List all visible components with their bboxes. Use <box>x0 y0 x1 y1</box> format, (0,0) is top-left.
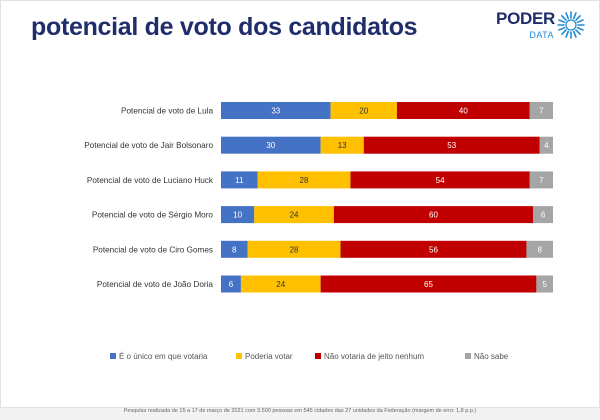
data-label: 60 <box>429 211 438 220</box>
data-label: 24 <box>276 280 285 289</box>
category-label: Potencial de voto de Luciano Huck <box>87 176 214 185</box>
legend-label: É o único em que votaria <box>119 352 208 361</box>
bar-segment <box>350 171 530 189</box>
sunburst-ray <box>565 12 570 20</box>
data-label: 56 <box>429 245 438 254</box>
data-label: 4 <box>544 141 549 150</box>
data-label: 54 <box>436 176 445 185</box>
data-label: 24 <box>290 211 299 220</box>
bar-segment <box>526 240 553 258</box>
logo-wordmark: PODER <box>496 9 555 28</box>
legend-label: Não sabe <box>474 352 509 361</box>
sunburst-ray <box>572 30 577 38</box>
bar-segment <box>536 275 553 293</box>
data-label: 33 <box>271 107 280 116</box>
poderdata-logo: PODER DATA <box>495 9 585 45</box>
bar-segment <box>254 206 334 224</box>
legend-swatch <box>110 353 116 359</box>
bar-segment <box>363 136 540 154</box>
bar-segment <box>221 102 331 119</box>
bar-segment <box>333 206 534 224</box>
legend-swatch <box>236 353 242 359</box>
footnote: Pesquisa realizada de 15 a 17 de março d… <box>123 408 477 414</box>
legend-swatch <box>465 353 471 359</box>
data-label: 7 <box>539 176 544 185</box>
category-label: Potencial de voto de Lula <box>121 107 213 116</box>
sunburst-ray <box>561 29 567 35</box>
data-label: 28 <box>300 176 309 185</box>
data-label: 53 <box>447 141 456 150</box>
data-label: 10 <box>233 211 242 220</box>
logo-subword: DATA <box>529 30 554 40</box>
bar-segment <box>320 275 537 293</box>
bar-segment <box>247 240 341 258</box>
bar-segment <box>396 102 530 119</box>
bar-segment <box>221 240 248 258</box>
page-title: potencial de voto dos candidatos <box>31 13 418 41</box>
legend-swatch <box>315 353 321 359</box>
data-label: 6 <box>229 280 234 289</box>
bar-segment <box>529 171 553 189</box>
bar-segment <box>221 171 258 189</box>
category-label: Potencial de voto de Ciro Gomes <box>93 245 213 254</box>
bar-segment <box>340 240 527 258</box>
sunburst-ray <box>558 26 566 31</box>
stacked-bar-chart: Potencial de voto de Lula 33 20 40 7 Potencia… <box>84 102 553 361</box>
bar-segment <box>320 136 364 154</box>
data-label: 7 <box>539 107 544 116</box>
data-label: 11 <box>235 176 244 185</box>
bar-segment <box>539 136 553 154</box>
sunburst-ray <box>561 15 567 21</box>
category-label: Potencial de voto de Sérgio Moro <box>92 211 214 220</box>
bar-segment <box>221 206 255 224</box>
bar-segment <box>221 136 321 154</box>
sunburst-ray <box>572 12 577 20</box>
category-label: Potencial de voto de João Doria <box>97 280 214 289</box>
sunburst-logo-icon <box>557 11 585 39</box>
data-label: 65 <box>424 280 433 289</box>
sunburst-ray <box>575 29 581 35</box>
bar-segment <box>330 102 397 119</box>
data-label: 5 <box>542 280 547 289</box>
bar-segment <box>257 171 351 189</box>
data-label: 13 <box>338 141 347 150</box>
data-label: 8 <box>537 245 542 254</box>
sunburst-ray <box>575 15 581 21</box>
data-label: 6 <box>541 211 546 220</box>
sunburst-ray <box>558 19 566 24</box>
data-label: 20 <box>359 107 368 116</box>
legend-label: Poderia votar <box>245 352 293 361</box>
slide: potencial de voto dos candidatos PODER D… <box>0 0 600 408</box>
data-label: 8 <box>232 245 237 254</box>
data-label: 30 <box>266 141 275 150</box>
legend-label: Não votaria de jeito nenhum <box>324 352 424 361</box>
bar-segment <box>533 206 553 224</box>
bar-segment <box>221 275 241 293</box>
bar-segment <box>529 102 553 119</box>
category-label: Potencial de voto de Jair Bolsonaro <box>84 141 213 150</box>
data-label: 28 <box>290 245 299 254</box>
sunburst-ray <box>576 26 584 31</box>
sunburst-ray <box>576 19 584 24</box>
data-label: 40 <box>459 107 468 116</box>
sunburst-ray <box>565 30 570 38</box>
bar-segment <box>240 275 321 293</box>
